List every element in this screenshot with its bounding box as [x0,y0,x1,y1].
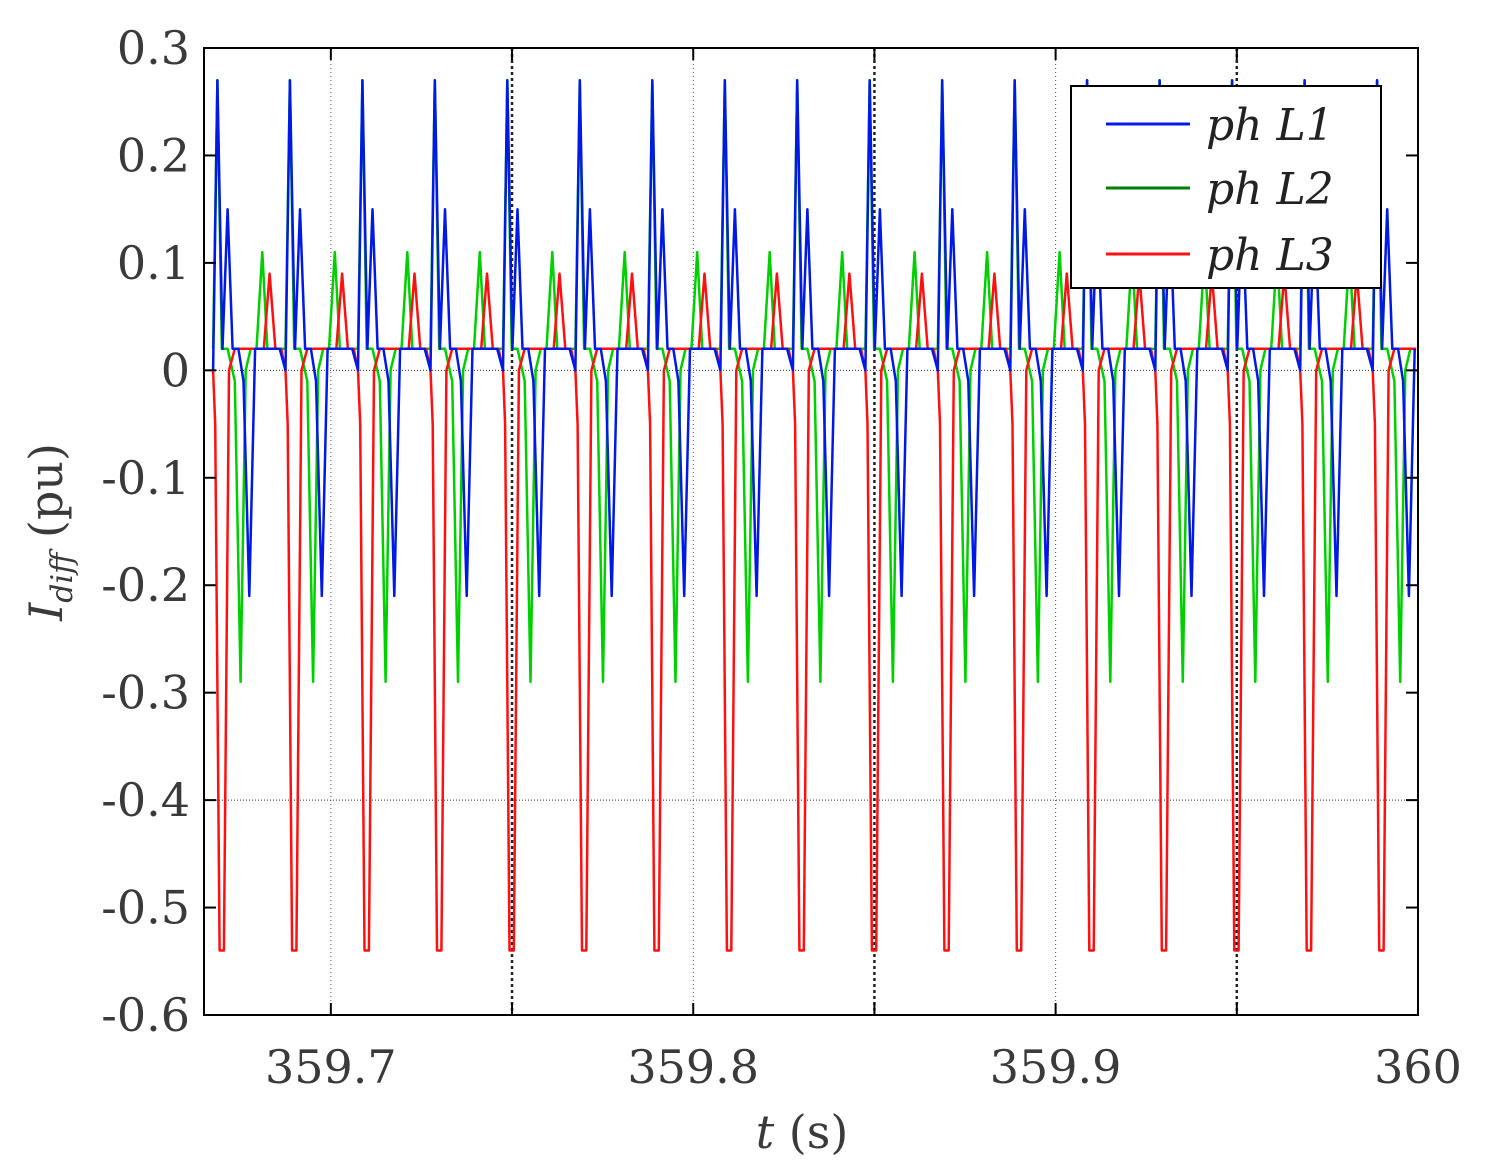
tick-layer [204,47,1419,1016]
y-tick-label: -0.6 [101,988,190,1042]
y-tick-label: -0.2 [101,558,190,612]
y-tick-label: 0.3 [117,21,190,75]
x-tick-label: 359.7 [265,1040,397,1094]
y-axis-label: Idiff (pu) [19,443,80,622]
y-tick-label: 0.1 [117,236,190,290]
legend-label-ph-l2: ph L2 [1206,164,1334,215]
plot-frame [203,47,1419,1016]
legend: ph L1 ph L2 ph L3 [1070,85,1382,289]
y-tick-label: -0.1 [101,451,190,505]
x-tick-label: 359.9 [990,1040,1122,1094]
legend-label-ph-l1: ph L1 [1206,100,1334,151]
x-axis-label: t (s) [756,1105,849,1159]
legend-label-ph-l3: ph L3 [1206,230,1334,281]
series-layer [211,78,1417,952]
x-tick-label: 360 [1374,1040,1462,1094]
y-tick-label: 0 [161,343,190,397]
y-tick-label: -0.5 [101,881,190,935]
label-layer: 0.3 0.2 0.1 0 -0.1 -0.2 -0.3 -0.4 -0.5 -0.6 359.7 3… [101,21,1462,1094]
y-tick-label: -0.3 [101,666,190,720]
x-tick-label: 359.8 [627,1040,759,1094]
series-line-ph-l1 [211,78,1416,598]
y-tick-label: -0.4 [101,773,190,827]
y-tick-label: 0.2 [117,128,190,182]
